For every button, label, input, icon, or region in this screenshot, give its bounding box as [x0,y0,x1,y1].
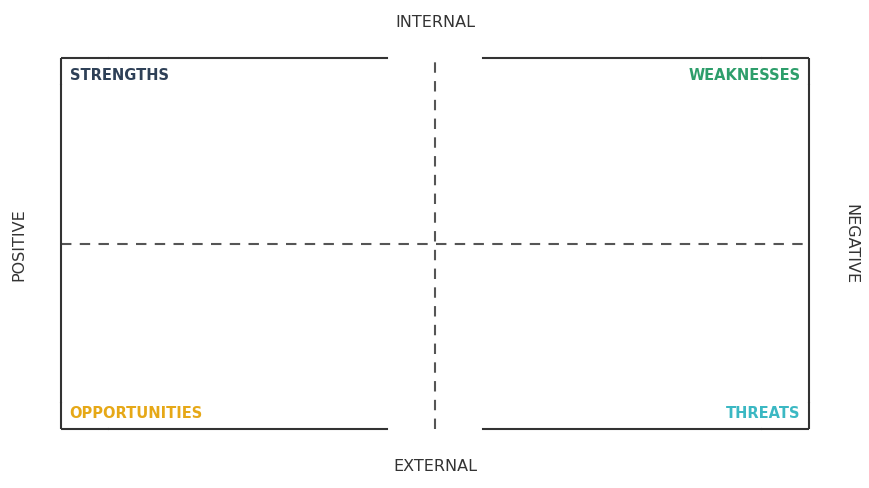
Text: WEAKNESSES: WEAKNESSES [687,68,799,83]
Text: THREATS: THREATS [725,405,799,420]
Text: NEGATIVE: NEGATIVE [842,204,858,284]
Text: INTERNAL: INTERNAL [395,15,474,30]
Text: OPPORTUNITIES: OPPORTUNITIES [70,405,202,420]
Text: EXTERNAL: EXTERNAL [393,458,476,473]
Text: STRENGTHS: STRENGTHS [70,68,169,83]
Text: POSITIVE: POSITIVE [11,208,27,280]
